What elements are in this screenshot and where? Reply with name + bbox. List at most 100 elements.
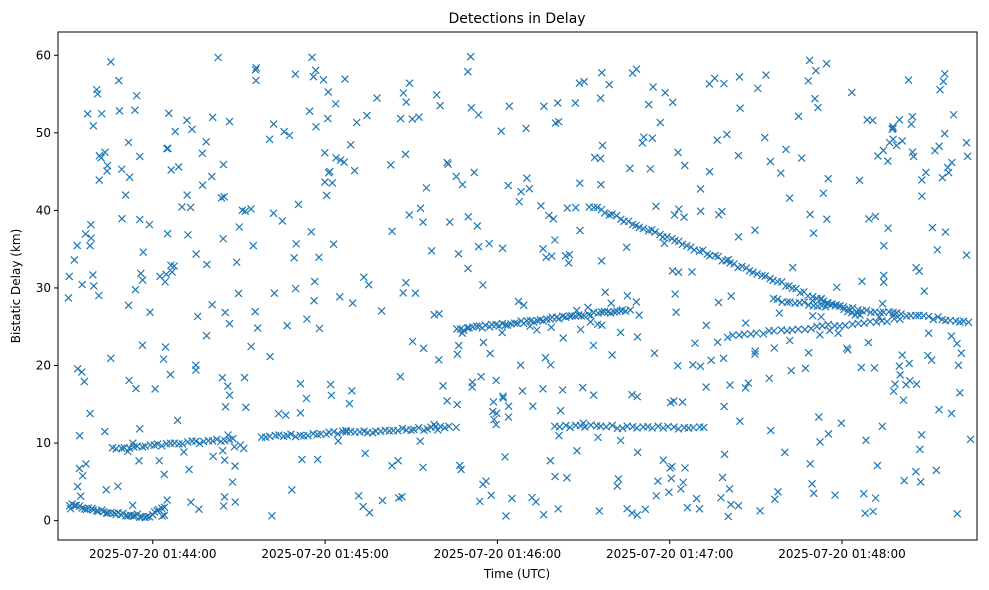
data-point [555, 422, 564, 431]
data-point [661, 88, 670, 97]
data-point [639, 224, 648, 233]
data-point [86, 241, 94, 250]
data-point [221, 402, 230, 411]
data-point [807, 324, 815, 333]
data-point [287, 485, 296, 494]
data-point [77, 368, 86, 376]
data-point [648, 424, 657, 432]
data-point [322, 191, 331, 200]
data-point [522, 124, 530, 133]
data-point [294, 200, 303, 209]
data-point [751, 347, 760, 356]
data-point [468, 383, 477, 392]
data-point [497, 127, 506, 136]
data-point [589, 391, 598, 399]
data-point [864, 338, 873, 347]
data-point [666, 464, 675, 472]
data-point [463, 67, 472, 76]
data-point [546, 456, 555, 465]
data-point [929, 315, 938, 324]
data-point [467, 103, 476, 112]
data-point [734, 501, 743, 510]
data-point [858, 277, 866, 286]
data-point [602, 422, 611, 431]
data-point [854, 319, 863, 328]
data-point [292, 239, 301, 248]
data-point [444, 422, 453, 431]
y-tick-label: 40 [36, 203, 51, 217]
data-point [817, 312, 826, 321]
data-point [401, 278, 410, 287]
data-point [160, 470, 169, 479]
data-point [832, 283, 841, 292]
data-point [409, 425, 418, 434]
data-point [559, 334, 568, 342]
data-point [871, 212, 880, 221]
data-point [252, 63, 261, 72]
data-point [538, 384, 547, 393]
data-point [843, 345, 852, 354]
data-point [825, 326, 834, 335]
data-point [457, 465, 466, 474]
data-point [605, 211, 614, 219]
data-point [488, 407, 497, 416]
data-point [433, 425, 442, 434]
data-point [578, 383, 587, 392]
data-point [769, 276, 777, 285]
data-point [221, 308, 230, 317]
data-point [889, 311, 898, 320]
data-point [571, 203, 580, 212]
data-point [915, 445, 924, 454]
data-point [618, 424, 627, 433]
data-point [724, 512, 733, 521]
data-point [723, 333, 732, 342]
data-point [269, 120, 278, 129]
data-point [76, 492, 85, 501]
data-point [878, 299, 887, 308]
data-point [862, 436, 870, 445]
data-point [678, 398, 687, 406]
data-point [924, 312, 933, 321]
data-point [320, 178, 329, 187]
data-point [868, 116, 877, 125]
data-point [532, 326, 541, 334]
data-point [955, 388, 964, 397]
data-point [487, 491, 496, 500]
data-point [884, 224, 893, 233]
data-point [230, 442, 239, 451]
data-point [219, 234, 228, 243]
data-point [323, 114, 332, 123]
x-tick-label: 2025-07-20 01:46:00 [434, 547, 561, 561]
data-point [499, 392, 507, 401]
data-point [554, 314, 563, 323]
data-point [373, 94, 381, 102]
data-point [340, 158, 349, 167]
data-point [118, 214, 126, 223]
data-point [194, 505, 203, 514]
data-point [225, 319, 234, 328]
data-point [933, 245, 942, 254]
data-point [477, 372, 486, 381]
data-point [183, 230, 192, 239]
data-point [125, 173, 134, 182]
data-point [924, 329, 933, 338]
data-point [70, 256, 79, 264]
data-point [653, 477, 662, 486]
data-point [435, 309, 444, 318]
data-point [241, 207, 250, 216]
data-point [644, 100, 653, 109]
data-point [208, 300, 217, 309]
y-tick-label: 60 [36, 48, 51, 62]
data-point [101, 148, 109, 157]
data-point [396, 114, 405, 123]
data-point [396, 372, 405, 381]
data-point [879, 271, 888, 280]
data-point [492, 420, 500, 429]
data-point [959, 317, 968, 326]
data-point [750, 350, 759, 358]
data-point [638, 139, 647, 147]
data-point [895, 115, 904, 124]
data-point [508, 494, 516, 503]
data-point [92, 85, 101, 94]
